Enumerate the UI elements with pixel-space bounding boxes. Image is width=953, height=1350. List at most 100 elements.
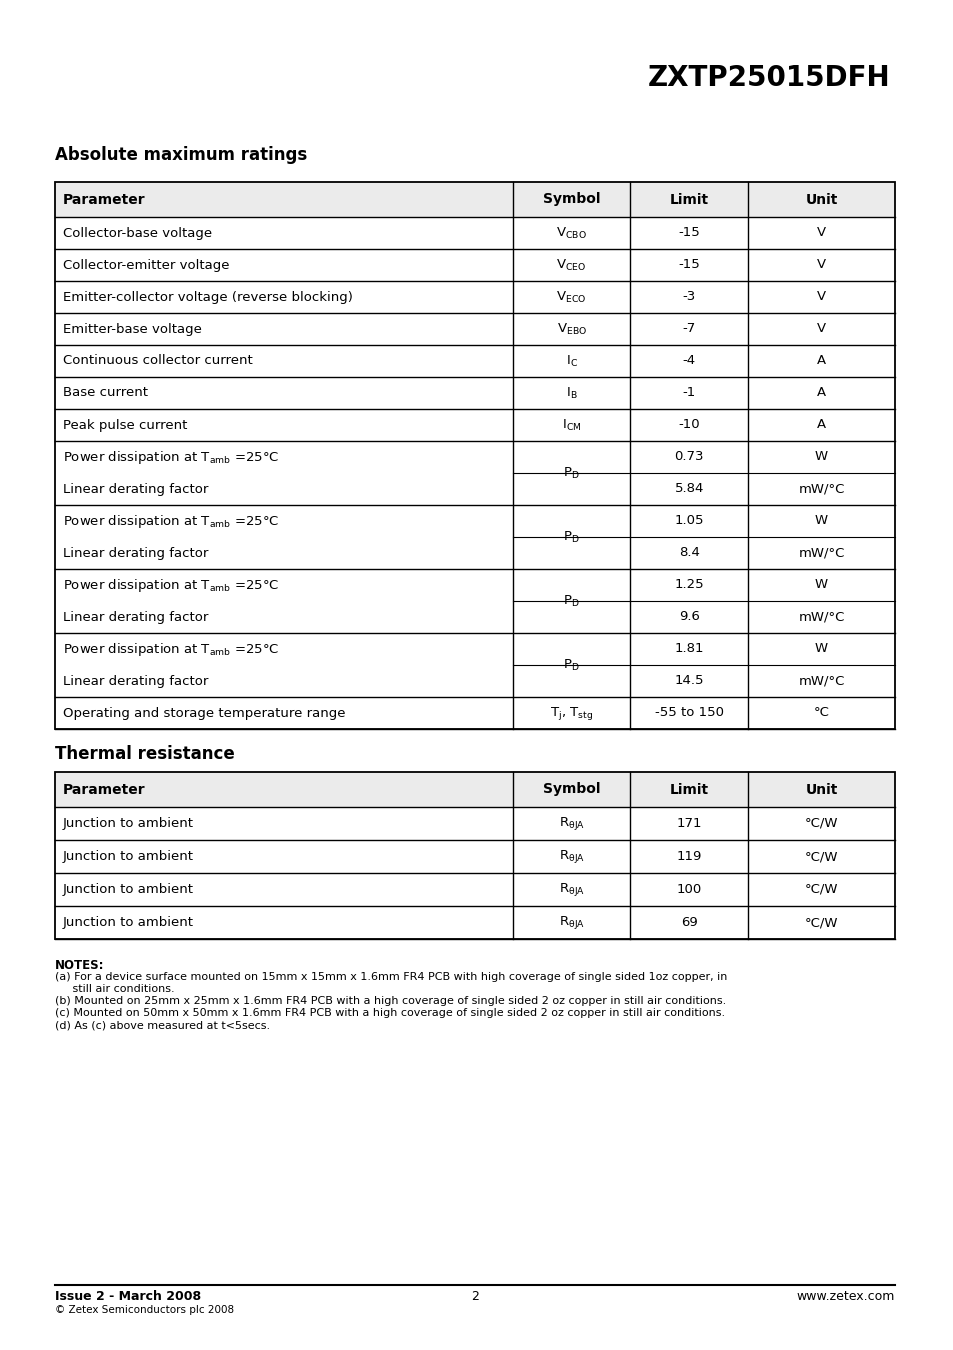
Text: Thermal resistance: Thermal resistance [55,745,234,763]
Text: Collector-emitter voltage: Collector-emitter voltage [63,258,230,271]
Text: Issue 2 - March 2008: Issue 2 - March 2008 [55,1291,201,1304]
Text: Junction to ambient: Junction to ambient [63,883,193,896]
Text: V$_\mathregular{ECO}$: V$_\mathregular{ECO}$ [556,289,586,305]
Text: °C/W: °C/W [804,817,838,830]
Text: -4: -4 [682,355,695,367]
Bar [55,182,894,217]
Text: 9.6: 9.6 [678,610,699,624]
Text: V$_\mathregular{EBO}$: V$_\mathregular{EBO}$ [556,321,586,336]
Text: 1.25: 1.25 [674,579,703,591]
Text: V: V [816,258,825,271]
Text: www.zetex.com: www.zetex.com [796,1291,894,1304]
Text: °C: °C [813,706,828,720]
Text: 119: 119 [676,850,701,863]
Text: Operating and storage temperature range: Operating and storage temperature range [63,706,345,720]
Text: W: W [814,514,827,528]
Text: I$_\mathregular{C}$: I$_\mathregular{C}$ [565,354,577,369]
Text: A: A [816,386,825,400]
Text: Emitter-collector voltage (reverse blocking): Emitter-collector voltage (reverse block… [63,290,353,304]
Text: I$_\mathregular{CM}$: I$_\mathregular{CM}$ [561,417,580,432]
Text: -55 to 150: -55 to 150 [654,706,723,720]
Text: mW/°C: mW/°C [798,675,843,687]
Text: -15: -15 [678,227,700,239]
Text: -15: -15 [678,258,700,271]
Text: Limit: Limit [669,193,708,207]
Text: 0.73: 0.73 [674,451,703,463]
Text: Power dissipation at T$_\mathregular{amb}$ =25°C: Power dissipation at T$_\mathregular{amb… [63,640,279,657]
Text: A: A [816,418,825,432]
Text: Power dissipation at T$_\mathregular{amb}$ =25°C: Power dissipation at T$_\mathregular{amb… [63,448,279,466]
Text: W: W [814,451,827,463]
Text: still air conditions.: still air conditions. [55,984,174,994]
Text: ZXTP25015DFH: ZXTP25015DFH [647,63,889,92]
Bar [55,772,894,807]
Text: Junction to ambient: Junction to ambient [63,917,193,929]
Text: Peak pulse current: Peak pulse current [63,418,187,432]
Text: 69: 69 [680,917,697,929]
Text: W: W [814,643,827,656]
Text: Absolute maximum ratings: Absolute maximum ratings [55,146,307,163]
Text: (b) Mounted on 25mm x 25mm x 1.6mm FR4 PCB with a high coverage of single sided : (b) Mounted on 25mm x 25mm x 1.6mm FR4 P… [55,996,725,1006]
Text: Junction to ambient: Junction to ambient [63,850,193,863]
Text: R$_\mathregular{θJA}$: R$_\mathregular{θJA}$ [558,848,584,865]
Text: 8.4: 8.4 [678,547,699,559]
Text: V$_\mathregular{CBO}$: V$_\mathregular{CBO}$ [556,225,586,240]
Text: 100: 100 [676,883,701,896]
Text: Linear derating factor: Linear derating factor [63,610,208,624]
Text: Power dissipation at T$_\mathregular{amb}$ =25°C: Power dissipation at T$_\mathregular{amb… [63,576,279,594]
Text: Parameter: Parameter [63,193,146,207]
Text: V: V [816,227,825,239]
Text: © Zetex Semiconductors plc 2008: © Zetex Semiconductors plc 2008 [55,1305,233,1315]
Text: 2: 2 [471,1291,478,1304]
Text: °C/W: °C/W [804,917,838,929]
Text: Unit: Unit [804,783,837,796]
Text: Collector-base voltage: Collector-base voltage [63,227,212,239]
Text: 1.05: 1.05 [674,514,703,528]
Text: Symbol: Symbol [542,193,599,207]
Text: Unit: Unit [804,193,837,207]
Text: -3: -3 [681,290,695,304]
Text: (c) Mounted on 50mm x 50mm x 1.6mm FR4 PCB with a high coverage of single sided : (c) Mounted on 50mm x 50mm x 1.6mm FR4 P… [55,1008,724,1018]
Text: Power dissipation at T$_\mathregular{amb}$ =25°C: Power dissipation at T$_\mathregular{amb… [63,576,279,594]
Text: -1: -1 [681,386,695,400]
Text: (d) As (c) above measured at t<5secs.: (d) As (c) above measured at t<5secs. [55,1021,270,1030]
Text: Base current: Base current [63,386,148,400]
Text: Power dissipation at T$_\mathregular{amb}$ =25°C: Power dissipation at T$_\mathregular{amb… [63,640,279,657]
Text: 5.84: 5.84 [674,482,703,495]
Text: 171: 171 [676,817,701,830]
Text: P$_\mathregular{D}$: P$_\mathregular{D}$ [562,529,579,544]
Text: R$_\mathregular{θJA}$: R$_\mathregular{θJA}$ [558,914,584,931]
Text: -10: -10 [678,418,700,432]
Text: Linear derating factor: Linear derating factor [63,482,208,495]
Text: NOTES:: NOTES: [55,958,105,972]
Text: Power dissipation at T$_\mathregular{amb}$ =25°C: Power dissipation at T$_\mathregular{amb… [63,513,279,529]
Text: Parameter: Parameter [63,783,146,796]
Text: mW/°C: mW/°C [798,482,843,495]
Text: Limit: Limit [669,783,708,796]
Bar [55,772,894,940]
Text: R$_\mathregular{θJA}$: R$_\mathregular{θJA}$ [558,882,584,898]
Text: P$_\mathregular{D}$: P$_\mathregular{D}$ [562,594,579,609]
Text: °C/W: °C/W [804,850,838,863]
Text: V: V [816,290,825,304]
Text: R$_\mathregular{θJA}$: R$_\mathregular{θJA}$ [558,815,584,832]
Text: Junction to ambient: Junction to ambient [63,817,193,830]
Bar [55,182,894,729]
Text: mW/°C: mW/°C [798,610,843,624]
Text: -7: -7 [681,323,695,336]
Text: Emitter-base voltage: Emitter-base voltage [63,323,202,336]
Text: Power dissipation at T$_\mathregular{amb}$ =25°C: Power dissipation at T$_\mathregular{amb… [63,513,279,529]
Text: °C/W: °C/W [804,883,838,896]
Text: V: V [816,323,825,336]
Text: Linear derating factor: Linear derating factor [63,547,208,559]
Text: Continuous collector current: Continuous collector current [63,355,253,367]
Text: Linear derating factor: Linear derating factor [63,675,208,687]
Text: Symbol: Symbol [542,783,599,796]
Text: mW/°C: mW/°C [798,547,843,559]
Text: T$_\mathregular{j}$, T$_\mathregular{stg}$: T$_\mathregular{j}$, T$_\mathregular{stg… [549,705,593,721]
Text: A: A [816,355,825,367]
Text: P$_\mathregular{D}$: P$_\mathregular{D}$ [562,657,579,672]
Text: W: W [814,579,827,591]
Text: 14.5: 14.5 [674,675,703,687]
Text: 1.81: 1.81 [674,643,703,656]
